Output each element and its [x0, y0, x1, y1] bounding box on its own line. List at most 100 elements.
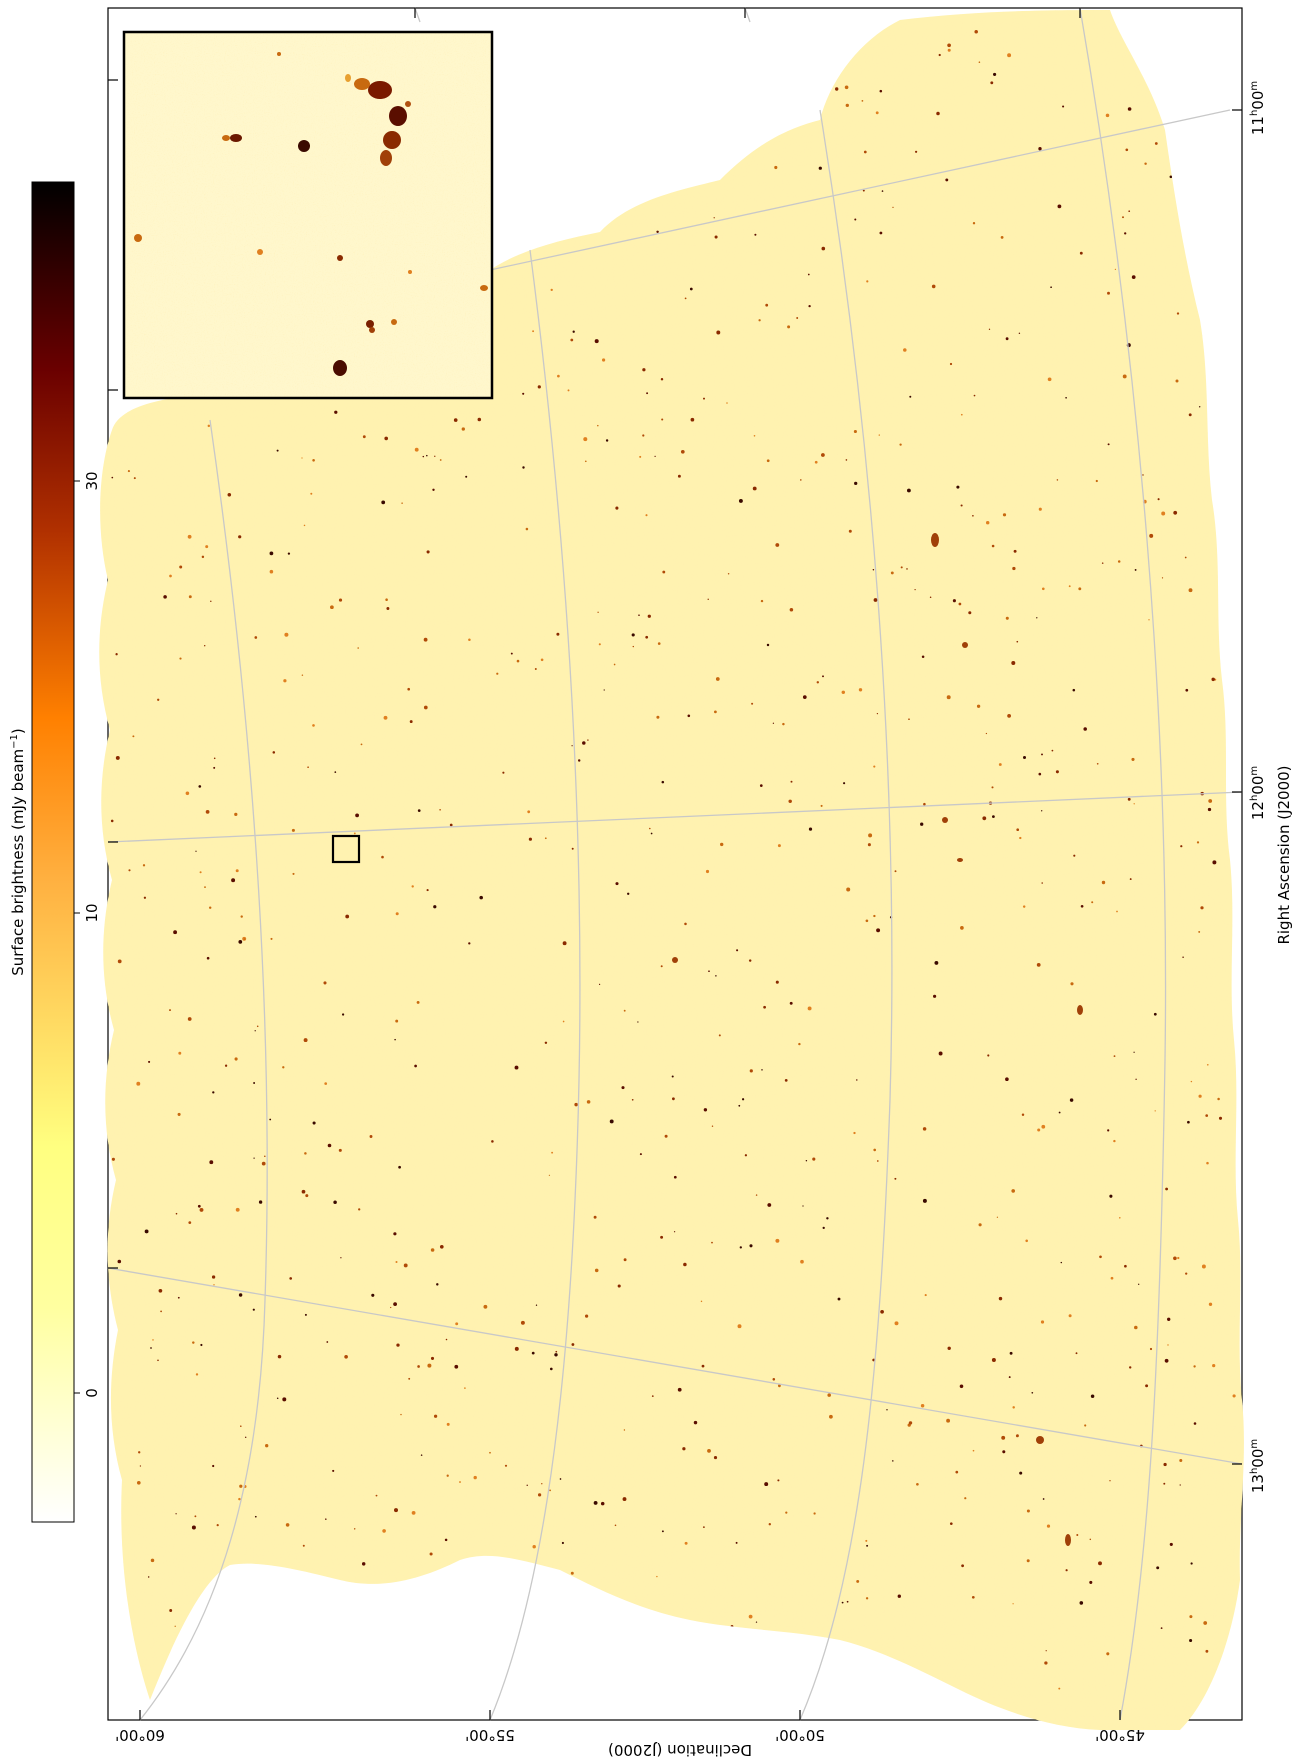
point-source — [254, 1515, 257, 1518]
point-source — [187, 1017, 192, 1021]
point-source — [1058, 1111, 1061, 1114]
point-source — [206, 956, 210, 960]
point-source — [615, 506, 619, 510]
point-source — [1041, 882, 1043, 884]
point-source — [1018, 332, 1021, 334]
point-source — [238, 535, 242, 539]
point-source — [594, 339, 599, 344]
point-source — [802, 1205, 804, 1207]
point-source — [972, 514, 974, 517]
point-source — [846, 1600, 849, 1603]
point-source — [1005, 337, 1009, 341]
point-source — [254, 1030, 256, 1032]
point-source — [1047, 377, 1052, 382]
point-source — [766, 459, 770, 463]
point-source — [224, 1064, 228, 1067]
point-source — [449, 823, 453, 827]
point-source — [866, 1544, 869, 1547]
point-source — [144, 1229, 149, 1234]
point-source — [961, 1564, 964, 1568]
point-source — [195, 850, 197, 852]
point-source — [158, 1288, 163, 1293]
inset-panel — [122, 30, 494, 400]
zoom-region-box — [331, 834, 361, 864]
point-source — [1022, 905, 1026, 908]
point-source — [738, 1104, 741, 1107]
point-source — [772, 1378, 776, 1381]
point-source — [231, 878, 236, 883]
point-source — [408, 1377, 411, 1380]
point-source — [1025, 1239, 1028, 1243]
point-source — [820, 804, 823, 807]
point-source — [585, 1314, 589, 1318]
point-source — [1133, 1051, 1135, 1053]
point-source — [1205, 1114, 1209, 1117]
point-source — [327, 1143, 332, 1148]
point-source — [807, 273, 810, 276]
point-source — [239, 1484, 243, 1488]
point-source — [1113, 1055, 1116, 1058]
point-source — [110, 819, 114, 823]
point-source — [933, 994, 937, 998]
point-source — [775, 1238, 780, 1243]
point-source — [645, 635, 649, 639]
point-source — [812, 1157, 816, 1161]
point-source — [1131, 757, 1135, 761]
point-source — [798, 1042, 801, 1046]
point-source — [312, 459, 315, 462]
point-source — [544, 1041, 548, 1045]
point-source — [964, 1497, 967, 1500]
point-source — [483, 1304, 488, 1309]
point-source — [947, 48, 951, 52]
point-source — [1206, 1161, 1209, 1165]
point-source — [1156, 1566, 1160, 1570]
point-source — [1212, 860, 1217, 865]
point-source — [656, 715, 660, 719]
point-source — [423, 637, 428, 642]
point-source — [1069, 1098, 1074, 1102]
colorbar-tick-label: 10 — [83, 903, 101, 923]
point-source — [1011, 661, 1016, 665]
dec-tick-label: 55°00' — [465, 1726, 515, 1744]
point-source — [945, 178, 949, 182]
point-source — [873, 765, 876, 768]
point-source — [572, 330, 575, 333]
point-source — [623, 1429, 626, 1431]
inset-source — [298, 140, 310, 152]
point-source — [1188, 413, 1192, 417]
point-source — [556, 632, 560, 636]
point-source — [417, 1365, 420, 1368]
point-source — [386, 607, 390, 610]
point-source — [1134, 568, 1137, 571]
point-source — [142, 864, 146, 867]
point-source — [1160, 1627, 1163, 1629]
point-source — [894, 1321, 899, 1326]
colorbar-label: Surface brightness (mJy beam−1) — [9, 728, 27, 976]
ra-tick-minutes: 00 — [1249, 1448, 1267, 1468]
point-source — [390, 1306, 392, 1309]
dec-tick-label: 45°00' — [1095, 1726, 1145, 1744]
point-source — [1187, 1120, 1190, 1124]
point-source — [117, 1259, 122, 1264]
point-source — [822, 1226, 825, 1230]
point-source — [687, 714, 691, 718]
point-source — [562, 1020, 565, 1023]
point-source — [892, 1460, 894, 1462]
point-source — [1002, 513, 1007, 517]
point-source — [736, 949, 739, 952]
point-source — [1116, 910, 1118, 913]
point-source — [656, 230, 659, 234]
point-source — [808, 827, 813, 831]
point-source — [922, 1198, 927, 1203]
point-source — [949, 1522, 953, 1526]
point-source — [707, 598, 709, 600]
point-source — [1008, 1376, 1011, 1379]
point-source — [703, 397, 705, 400]
point-source — [703, 1526, 705, 1528]
point-source — [204, 886, 206, 889]
point-source — [1078, 587, 1082, 591]
point-source — [433, 1414, 438, 1418]
point-source — [1175, 379, 1179, 383]
point-source — [1157, 498, 1160, 501]
point-source — [554, 1353, 558, 1357]
